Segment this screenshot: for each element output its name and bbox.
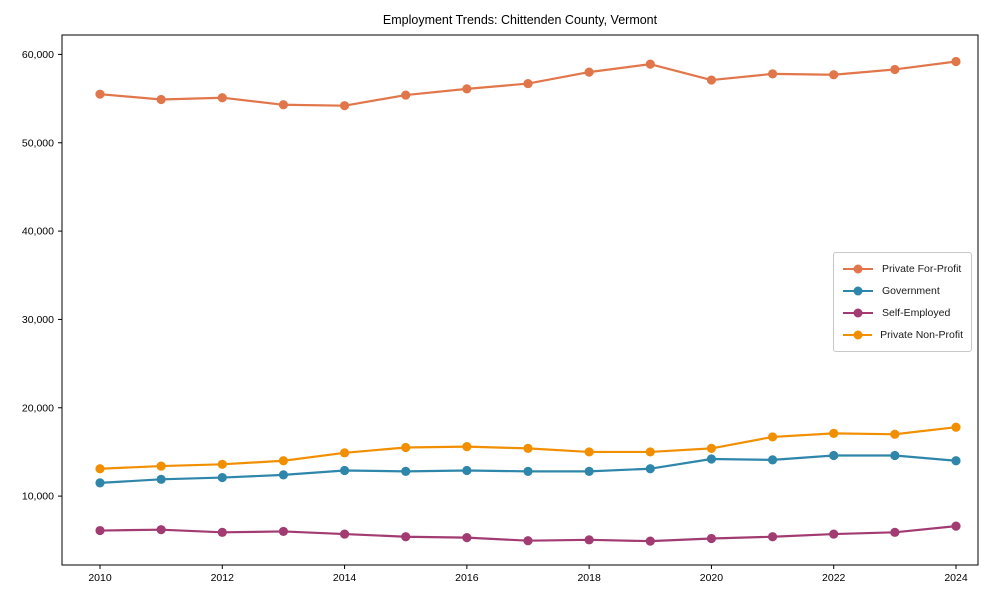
legend-box: Private For-Profit Government Self-Employe… (833, 252, 972, 352)
x-tick-label: 2012 (211, 572, 235, 584)
data-point (278, 526, 289, 537)
x-tick-label: 2024 (944, 572, 968, 584)
data-point (584, 447, 594, 457)
legend-item-label: Government (882, 285, 940, 297)
data-point (767, 432, 778, 442)
data-point (645, 59, 655, 69)
y-tick-label: 30,000 (22, 314, 54, 326)
legend-item-label: Private For-Profit (882, 263, 962, 275)
data-point (339, 465, 350, 476)
data-point (156, 474, 166, 484)
legend-item-self-employed: Self-Employed (842, 302, 963, 324)
legend-line-marker-icon (843, 308, 873, 318)
data-point (339, 529, 350, 539)
data-point (523, 78, 533, 89)
legend-item-label: Self-Employed (882, 307, 951, 319)
x-tick-label: 2010 (88, 572, 112, 584)
data-point (645, 536, 655, 546)
x-tick-label: 2018 (577, 572, 601, 584)
data-point (584, 67, 594, 77)
y-tick-label: 50,000 (22, 137, 54, 149)
data-point (767, 69, 778, 79)
y-tick-label: 10,000 (22, 491, 54, 503)
data-point (462, 533, 472, 543)
y-tick-label: 20,000 (22, 402, 54, 414)
data-point (706, 533, 717, 544)
data-point (706, 75, 717, 85)
data-point (584, 535, 594, 545)
legend-line-marker-icon (843, 286, 873, 296)
data-point (339, 448, 350, 458)
data-point (523, 536, 533, 546)
data-point (278, 470, 289, 480)
data-point (829, 428, 839, 438)
chart-title: Employment Trends: Chittenden County, Ve… (382, 13, 658, 27)
data-point (890, 527, 900, 537)
data-point (951, 422, 961, 432)
legend-line-marker-icon (843, 264, 873, 274)
data-point (339, 101, 350, 111)
data-point (706, 443, 717, 453)
data-point (95, 478, 105, 488)
x-tick-label: 2014 (333, 572, 357, 584)
legend-item-private-non-profit: Private Non-Profit (842, 324, 963, 346)
data-point (217, 472, 227, 483)
data-point (951, 56, 961, 67)
legend-item-label: Private Non-Profit (880, 329, 963, 341)
data-point (523, 443, 533, 453)
plot-frame (61, 34, 979, 566)
legend-item-private-for-profit: Private For-Profit (842, 258, 963, 280)
data-point (156, 461, 166, 471)
x-tick-label: 2016 (455, 572, 479, 584)
data-point (462, 84, 472, 94)
data-point (278, 456, 289, 466)
data-point (951, 521, 961, 531)
data-point (401, 442, 411, 453)
data-point (829, 70, 839, 80)
data-point (767, 455, 778, 465)
data-point (401, 532, 411, 542)
data-point (767, 532, 778, 542)
legend-item-government: Government (842, 280, 963, 302)
data-point (890, 450, 900, 461)
data-point (462, 465, 472, 476)
x-tick-label: 2020 (700, 572, 724, 584)
data-point (156, 94, 166, 105)
data-point (645, 447, 655, 457)
data-point (890, 64, 900, 75)
data-point (217, 459, 227, 469)
data-point (829, 529, 839, 539)
legend-line-marker-icon (843, 330, 873, 340)
data-point (890, 429, 900, 439)
data-point (462, 442, 472, 452)
data-point (584, 466, 594, 476)
y-tick-label: 40,000 (22, 226, 54, 238)
data-point (645, 464, 655, 474)
data-point (401, 90, 411, 100)
data-point (523, 466, 533, 476)
data-point (95, 89, 105, 99)
data-point (95, 525, 105, 536)
data-point (401, 466, 411, 476)
data-point (95, 464, 105, 474)
data-point (217, 527, 227, 537)
y-tick-label: 60,000 (22, 49, 54, 61)
data-point (829, 450, 839, 461)
data-point (278, 100, 289, 110)
data-point (156, 525, 166, 535)
x-tick-label: 2022 (822, 572, 846, 584)
data-point (217, 93, 227, 103)
data-point (951, 456, 961, 466)
data-point (706, 454, 717, 464)
